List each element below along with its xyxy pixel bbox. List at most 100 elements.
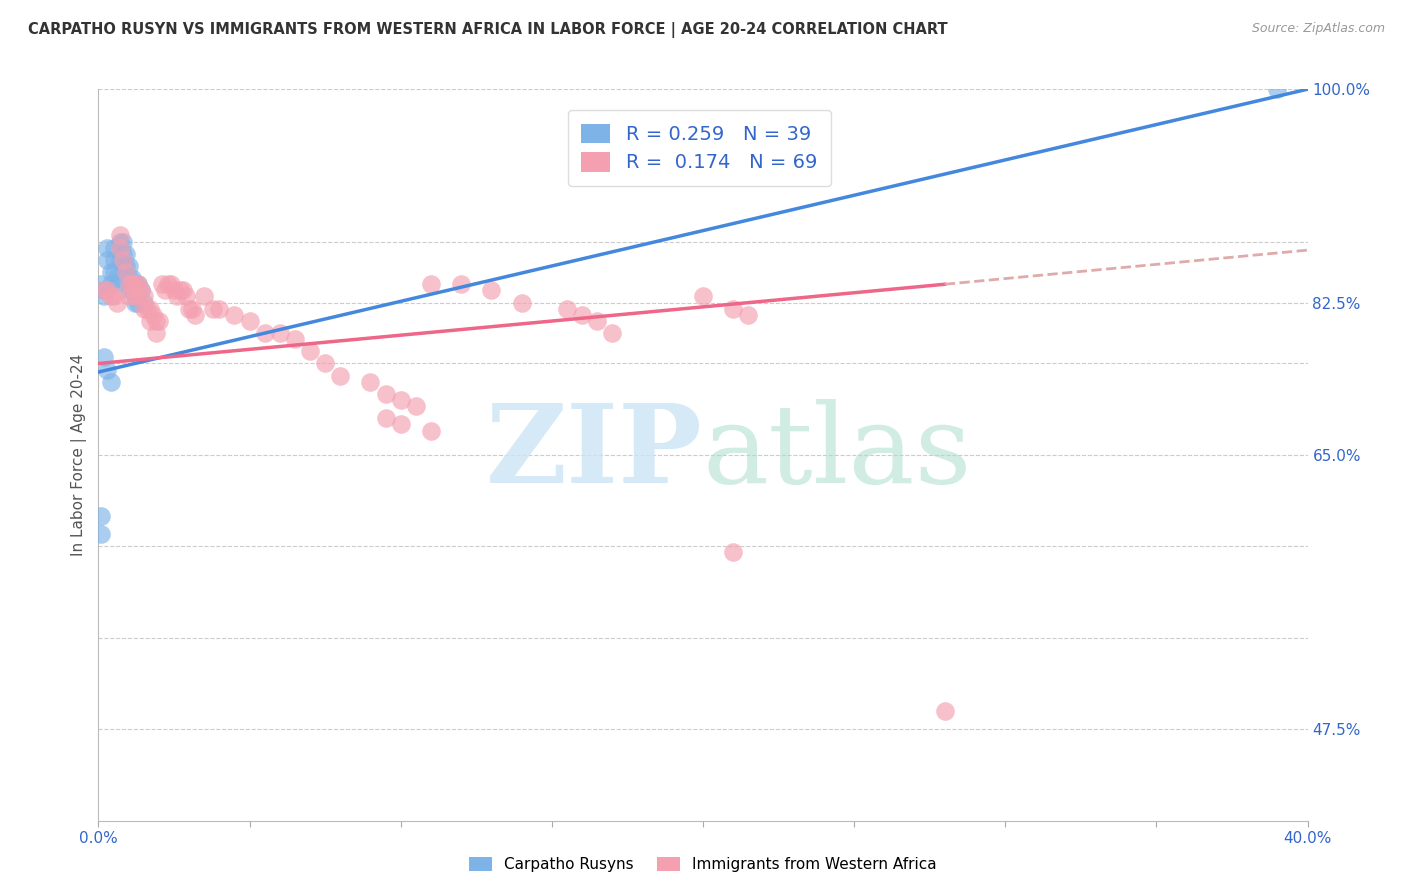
Point xyxy=(269,326,291,340)
Point xyxy=(692,289,714,303)
Point xyxy=(100,277,122,292)
Point xyxy=(132,289,155,303)
Point xyxy=(150,277,173,292)
Point xyxy=(127,277,149,292)
Point xyxy=(723,301,745,316)
Point xyxy=(108,228,131,243)
Point xyxy=(100,375,122,389)
Point xyxy=(586,314,609,328)
Point xyxy=(118,277,141,292)
Legend: R = 0.259   N = 39, R =  0.174   N = 69: R = 0.259 N = 39, R = 0.174 N = 69 xyxy=(568,110,831,186)
Point xyxy=(93,289,115,303)
Point xyxy=(184,308,207,322)
Point xyxy=(93,284,115,298)
Point xyxy=(737,308,759,322)
Point xyxy=(169,284,191,298)
Point xyxy=(100,289,122,303)
Point xyxy=(90,527,112,541)
Y-axis label: In Labor Force | Age 20-24: In Labor Force | Age 20-24 xyxy=(72,354,87,556)
Point xyxy=(299,344,322,359)
Point xyxy=(108,241,131,255)
Point xyxy=(108,235,131,249)
Point xyxy=(1267,82,1289,96)
Point xyxy=(405,399,427,413)
Point xyxy=(105,295,128,310)
Point xyxy=(118,289,141,303)
Point xyxy=(118,259,141,273)
Point xyxy=(90,277,112,292)
Point xyxy=(129,284,152,298)
Point xyxy=(132,295,155,310)
Point xyxy=(145,326,167,340)
Point xyxy=(374,387,396,401)
Point xyxy=(121,271,143,285)
Text: atlas: atlas xyxy=(703,399,973,506)
Point xyxy=(163,284,186,298)
Point xyxy=(105,271,128,285)
Point xyxy=(105,277,128,292)
Point xyxy=(156,277,179,292)
Point xyxy=(114,247,136,261)
Point xyxy=(124,295,146,310)
Point xyxy=(389,417,412,432)
Point xyxy=(118,284,141,298)
Point xyxy=(103,265,125,279)
Point xyxy=(121,277,143,292)
Point xyxy=(132,301,155,316)
Point xyxy=(481,284,503,298)
Point xyxy=(135,301,157,316)
Point xyxy=(111,247,134,261)
Point xyxy=(96,284,118,298)
Point xyxy=(96,241,118,255)
Point xyxy=(100,265,122,279)
Point xyxy=(193,289,215,303)
Point xyxy=(93,351,115,365)
Point xyxy=(420,424,443,438)
Point xyxy=(111,259,134,273)
Point xyxy=(114,265,136,279)
Point xyxy=(127,295,149,310)
Point xyxy=(329,368,352,383)
Point xyxy=(96,362,118,376)
Point xyxy=(111,235,134,249)
Point xyxy=(129,284,152,298)
Point xyxy=(118,271,141,285)
Text: ZIP: ZIP xyxy=(486,399,703,506)
Point xyxy=(111,252,134,267)
Point xyxy=(602,326,624,340)
Point xyxy=(253,326,276,340)
Point xyxy=(90,508,112,523)
Text: Source: ZipAtlas.com: Source: ZipAtlas.com xyxy=(1251,22,1385,36)
Point xyxy=(510,295,533,310)
Point xyxy=(142,308,165,322)
Point xyxy=(284,332,307,346)
Point xyxy=(224,308,246,322)
Point xyxy=(124,277,146,292)
Point xyxy=(181,301,204,316)
Point xyxy=(202,301,225,316)
Point xyxy=(450,277,472,292)
Point xyxy=(93,284,115,298)
Point xyxy=(127,277,149,292)
Point xyxy=(934,704,956,718)
Point xyxy=(179,301,201,316)
Point xyxy=(114,259,136,273)
Point xyxy=(124,277,146,292)
Point xyxy=(160,277,183,292)
Point xyxy=(139,301,162,316)
Point xyxy=(166,289,188,303)
Point xyxy=(172,284,194,298)
Point xyxy=(420,277,443,292)
Point xyxy=(103,241,125,255)
Point xyxy=(389,392,412,407)
Point xyxy=(96,252,118,267)
Point xyxy=(124,289,146,303)
Point xyxy=(103,252,125,267)
Point xyxy=(103,289,125,303)
Point xyxy=(148,314,170,328)
Point xyxy=(108,252,131,267)
Point xyxy=(314,356,336,371)
Point xyxy=(127,289,149,303)
Point xyxy=(153,284,176,298)
Point xyxy=(121,284,143,298)
